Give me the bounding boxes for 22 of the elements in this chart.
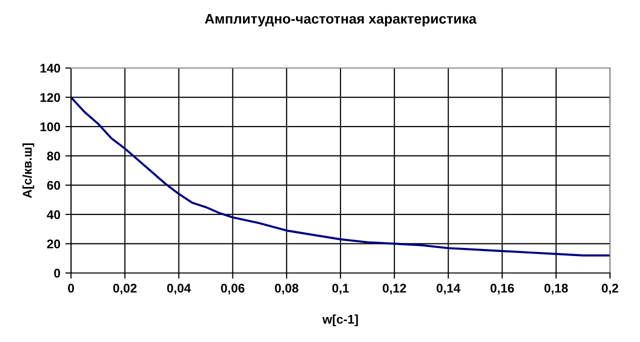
y-tick-label: 120: [40, 93, 60, 102]
x-tick-label: 0,2: [602, 284, 618, 294]
y-axis-title: A[c/кв.ш]: [22, 143, 34, 198]
y-tick-label: 60: [47, 180, 60, 190]
y-tick-label: 140: [40, 64, 60, 73]
y-tick-label: 80: [47, 152, 60, 161]
chart-title: Амплитудно-частотная характеристика: [204, 14, 477, 26]
x-tick-label: 0,12: [382, 284, 406, 294]
x-tick-label: 0,18: [544, 284, 568, 294]
y-tick-label: 100: [40, 122, 60, 132]
x-tick-label: 0: [68, 284, 74, 293]
x-tick-label: 0,04: [167, 284, 191, 294]
x-tick-label: 0,14: [436, 284, 460, 294]
x-tick-label: 0,1: [332, 284, 349, 294]
x-tick-label: 0,06: [221, 284, 244, 294]
x-axis-title: w[c-1]: [322, 314, 358, 326]
x-tick-label: 0,08: [274, 284, 298, 294]
y-tick-label: 40: [46, 210, 60, 220]
y-tick-label: 0: [54, 268, 60, 278]
x-tick-label: 0,02: [113, 284, 137, 294]
y-tick-label: 20: [47, 240, 60, 248]
x-tick-label: 0,16: [490, 284, 514, 294]
